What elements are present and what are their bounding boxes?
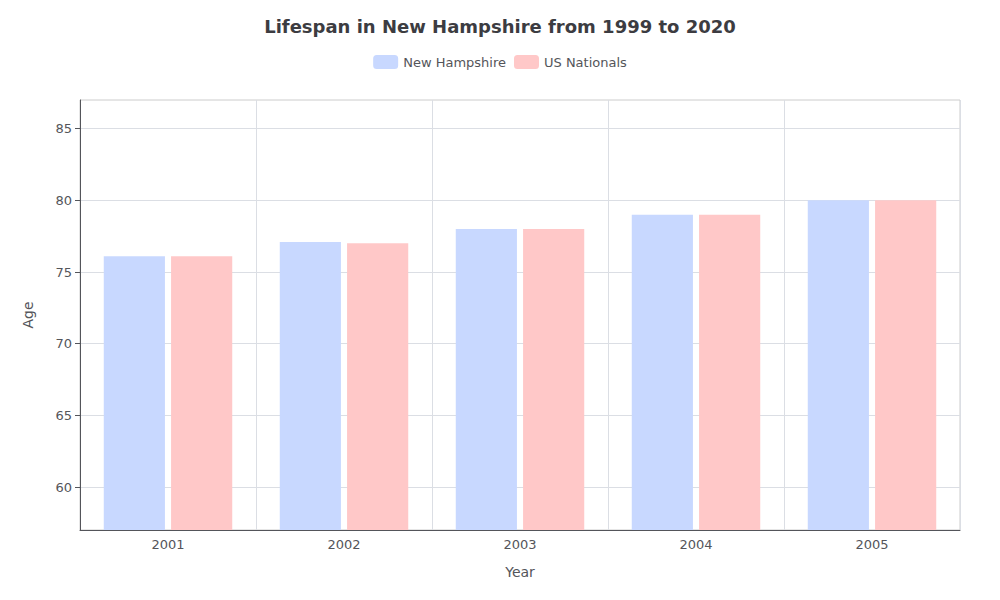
svg-text:Age: Age — [20, 301, 36, 328]
svg-text:2003: 2003 — [503, 537, 536, 552]
svg-text:2002: 2002 — [327, 537, 360, 552]
svg-text:2005: 2005 — [855, 537, 888, 552]
svg-text:New Hampshire: New Hampshire — [403, 55, 506, 70]
svg-text:80: 80 — [55, 193, 72, 208]
svg-text:60: 60 — [55, 480, 72, 495]
svg-text:Lifespan in New Hampshire from: Lifespan in New Hampshire from 1999 to 2… — [264, 16, 736, 37]
svg-text:US Nationals: US Nationals — [544, 55, 627, 70]
svg-text:85: 85 — [55, 121, 72, 136]
svg-text:2004: 2004 — [679, 537, 712, 552]
svg-text:75: 75 — [55, 265, 72, 280]
svg-text:Year: Year — [504, 564, 535, 580]
svg-text:65: 65 — [55, 408, 72, 423]
svg-text:70: 70 — [55, 336, 72, 351]
svg-text:2001: 2001 — [151, 537, 184, 552]
